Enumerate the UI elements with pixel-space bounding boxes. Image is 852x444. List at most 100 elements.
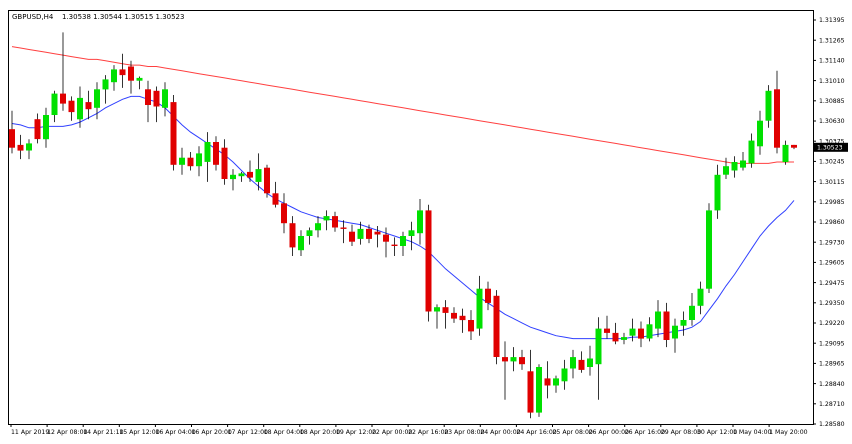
ma-slow-line [11,46,794,164]
candle-body-bull [315,223,321,231]
candle [689,293,695,326]
y-tick-label: 1.28965 [819,361,845,368]
x-tick-label: 26 Apr 00:00 [589,429,629,436]
candle [298,230,304,256]
candle [510,347,517,372]
candle-body-bull [230,174,236,180]
candle-body-bull [102,79,109,90]
x-tick-label: 18 Apr 20:00 [300,429,340,436]
x-tick-label: 22 Apr 00:00 [372,429,412,436]
y-tick-label: 1.30115 [819,179,845,186]
candle-body-bear [468,320,474,332]
candle [306,227,313,245]
candle-body-bull [179,157,185,165]
candle-body-bull [748,140,755,164]
candle-body-bull [680,320,687,326]
candle [162,82,168,117]
y-tick-label: 1.30630 [819,118,845,125]
candle [408,221,415,251]
candle-body-bull [740,160,746,168]
candle-body-bear [60,93,66,104]
x-tick-label: 1 May 04:00 [733,429,772,436]
candle [587,345,593,376]
candle-body-bull [570,357,576,369]
x-tick-label: 11 Apr 2019 [11,429,49,436]
candle [434,304,440,329]
candle [315,216,321,238]
candle [782,140,789,165]
candle-body-bear [85,102,92,110]
candle [102,75,109,104]
x-tick-label: 12 Apr 08:00 [47,429,87,436]
candle [774,70,780,154]
candle-body-bull [94,89,100,108]
candle [612,322,619,345]
candle [230,169,236,191]
y-tick-label: 1.30885 [819,98,845,105]
candle-body-bear [425,210,432,312]
candle [119,53,126,88]
candle [638,321,644,348]
candle [323,210,330,231]
candle-body-bear [451,312,457,319]
y-tick-label: 1.29605 [819,260,845,267]
candle [77,86,83,128]
candle-body-bear [391,244,398,246]
candle [247,160,253,182]
candle [604,315,610,339]
candle-body-bear [289,223,296,248]
x-tick-label: 30 Apr 12:00 [697,429,737,436]
candle-body-bull [43,115,49,140]
candle-body-bull [782,144,789,162]
candle-body-bear [128,66,134,81]
candles-layer [9,32,797,419]
candle-body-bull [689,305,695,320]
y-tick-label: 1.31010 [819,78,845,85]
candle [51,90,58,123]
candle [272,181,279,208]
x-tick-label: 14 Apr 21:10 [83,429,123,436]
candle [349,224,355,246]
candle [196,146,202,177]
candle [255,153,262,191]
candle-body-bear [544,378,551,386]
y-tick-label: 1.29095 [819,340,845,347]
candle [374,226,381,248]
candle-body-bull [26,143,32,151]
y-tick-label: 1.29220 [819,320,845,327]
candle [459,308,466,333]
candle [442,300,449,329]
candle-body-bull [765,90,772,121]
candle [68,96,75,121]
candle [340,220,347,244]
candle-body-bull [417,210,423,234]
candle-body-bull [587,358,593,367]
symbol-label: GBPUSD,H4 [12,13,54,21]
y-tick-label: 1.29350 [819,300,845,307]
candle [723,157,729,179]
candle [357,221,364,245]
candle-body-bull [561,368,568,382]
y-tick-label: 1.30375 [819,138,845,145]
candle-body-bear [34,119,41,140]
candle-body-bull [621,337,627,340]
candle [697,281,704,315]
candle [663,302,670,348]
candle [238,171,245,182]
candle [451,307,457,323]
y-tick-label: 1.30245 [819,159,845,166]
candle-body-bull [136,77,143,81]
candle [493,290,500,365]
y-tick-label: 1.29475 [819,280,845,287]
candle-body-bear [485,288,491,303]
candle [765,85,772,128]
candle [655,300,661,338]
candle-body-bull [595,328,602,365]
candle-body-bear [153,90,160,107]
candle-body-bull [238,173,245,177]
candle-body-bull [510,357,517,362]
x-tick-label: 23 Apr 08:00 [444,429,484,436]
candle [791,144,797,150]
